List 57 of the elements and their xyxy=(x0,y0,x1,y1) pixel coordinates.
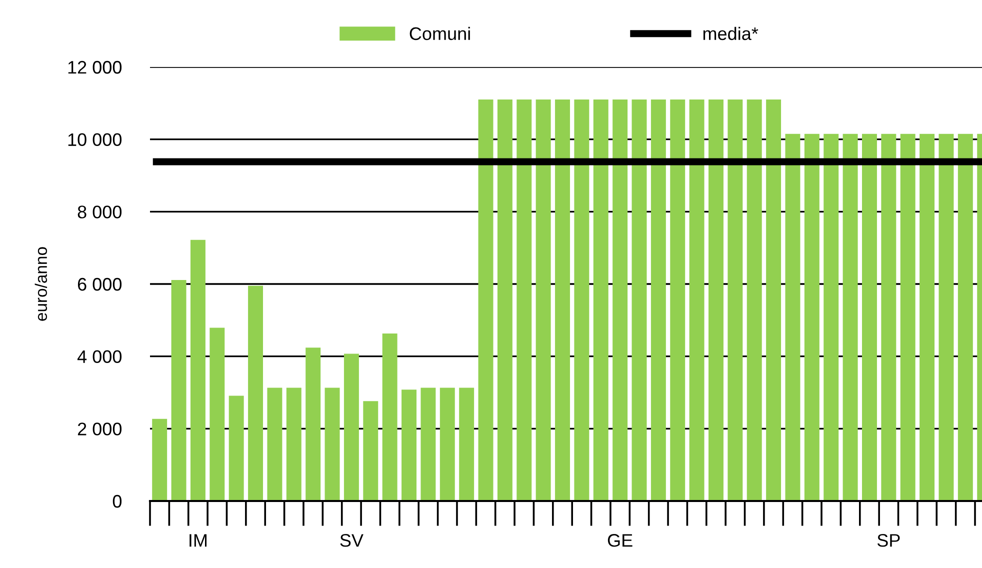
bar xyxy=(670,100,686,501)
bar xyxy=(862,134,877,501)
x-tick-label: SP xyxy=(877,534,900,547)
bar xyxy=(478,100,494,501)
bar xyxy=(555,100,570,501)
bar xyxy=(324,388,340,501)
y-tick-label: 0 xyxy=(112,494,122,508)
bar xyxy=(612,100,628,501)
bar xyxy=(306,348,321,501)
y-axis-title: euro/anno xyxy=(34,247,48,321)
bar xyxy=(248,286,264,501)
bar xyxy=(958,134,973,501)
bar xyxy=(728,100,743,501)
legend-label: media* xyxy=(703,26,758,40)
bar xyxy=(593,100,608,501)
x-tick-label: IM xyxy=(190,534,207,547)
legend-label: Comuni xyxy=(410,26,470,40)
bar xyxy=(632,100,647,501)
bar xyxy=(171,280,186,501)
bar xyxy=(344,354,359,501)
bar xyxy=(766,100,782,501)
bar xyxy=(440,388,455,501)
y-tick-label: 8 000 xyxy=(78,206,122,218)
y-tick-label: 12 000 xyxy=(68,60,122,74)
bar xyxy=(382,334,398,501)
bar xyxy=(708,100,724,501)
bar xyxy=(363,401,378,501)
x-tick-label: SV xyxy=(340,534,364,547)
bar xyxy=(190,240,206,501)
bar xyxy=(920,134,935,501)
bar xyxy=(536,100,551,501)
bar xyxy=(286,388,302,501)
bar xyxy=(689,100,704,501)
bar xyxy=(804,134,820,501)
y-tick-label: 4 000 xyxy=(77,350,122,364)
bar xyxy=(881,134,896,501)
bar xyxy=(842,134,858,501)
bar xyxy=(746,100,762,501)
bar xyxy=(420,388,436,501)
bar xyxy=(497,100,512,501)
bar xyxy=(938,134,954,501)
y-tick-label: 6 000 xyxy=(78,278,122,291)
bar xyxy=(210,328,225,501)
y-tick-label: 2 000 xyxy=(78,422,122,436)
bar xyxy=(785,134,800,501)
y-tick-label: 10 000 xyxy=(68,133,122,146)
x-tick-label: GE xyxy=(608,534,632,547)
bar xyxy=(824,134,839,501)
bar xyxy=(228,396,244,501)
bar xyxy=(459,388,474,501)
bar xyxy=(267,388,282,501)
bar xyxy=(650,100,666,501)
bar xyxy=(574,100,590,501)
bar xyxy=(516,100,532,501)
bar xyxy=(402,390,416,501)
bar xyxy=(152,418,168,501)
bar xyxy=(900,134,916,501)
